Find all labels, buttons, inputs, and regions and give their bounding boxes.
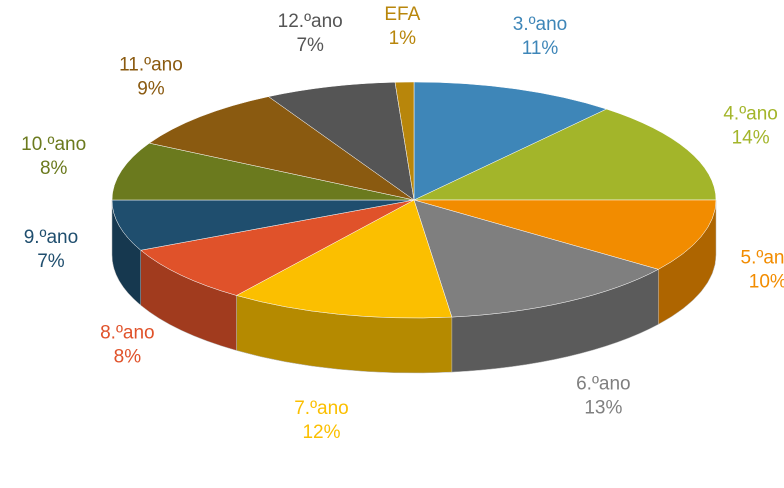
data-label-value: 8%	[40, 158, 68, 179]
slice	[111, 142, 415, 201]
data-label-name: 11.ºano	[119, 55, 183, 76]
data-label-value: 10%	[749, 271, 784, 292]
slice	[235, 199, 453, 319]
data-label-name: EFA	[384, 4, 420, 25]
slice	[413, 108, 717, 201]
data-label-name: 5.ºano	[741, 247, 784, 268]
data-label-value: 11%	[522, 38, 559, 59]
slice	[148, 96, 415, 201]
data-label-value: 8%	[114, 346, 142, 367]
data-label-name: 8.ºano	[100, 322, 155, 343]
data-label-value: 1%	[389, 28, 417, 49]
slice	[413, 199, 659, 318]
data-label-name: 3.ºano	[513, 14, 568, 35]
data-label-value: 12%	[302, 422, 340, 443]
data-label-value: 7%	[37, 251, 65, 272]
slice	[413, 199, 717, 270]
data-label-value: 9%	[137, 79, 165, 100]
data-label-name: 6.ºano	[576, 373, 631, 394]
data-label-name: 12.ºano	[278, 11, 343, 32]
slice	[140, 199, 415, 296]
data-label-name: 10.ºano	[21, 134, 86, 155]
data-label-value: 14%	[732, 127, 770, 148]
data-label-name: 4.ºano	[723, 103, 778, 124]
slice	[394, 81, 415, 201]
data-label-name: 9.ºano	[24, 227, 79, 248]
data-label-name: 7.ºano	[294, 398, 349, 419]
slice	[267, 81, 415, 201]
data-label-value: 7%	[296, 35, 324, 56]
slice	[413, 81, 608, 201]
data-label-value: 13%	[584, 397, 622, 418]
slice	[111, 199, 415, 251]
